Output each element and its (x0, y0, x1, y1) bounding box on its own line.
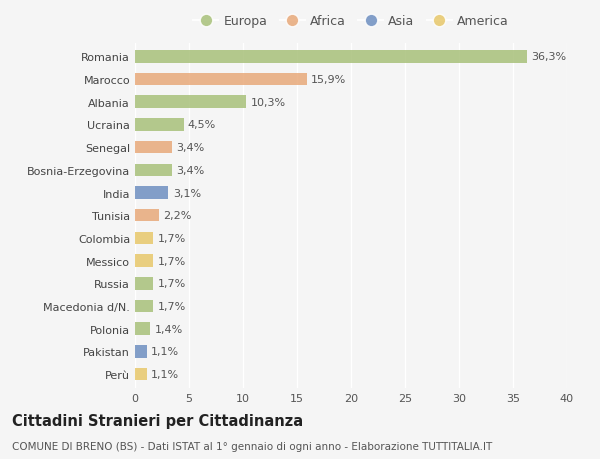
Text: 3,4%: 3,4% (176, 165, 204, 175)
Bar (135, 209, 159, 222)
Bar (135, 187, 169, 199)
Text: 10,3%: 10,3% (251, 97, 286, 107)
Legend: Europa, Africa, Asia, America: Europa, Africa, Asia, America (193, 16, 509, 28)
Text: 1,7%: 1,7% (158, 301, 186, 311)
Bar (135, 255, 154, 267)
Text: 1,7%: 1,7% (158, 256, 186, 266)
Text: 2,2%: 2,2% (163, 211, 191, 221)
Bar (135, 96, 246, 109)
Text: 36,3%: 36,3% (532, 52, 566, 62)
Bar (135, 345, 147, 358)
Text: 1,1%: 1,1% (151, 347, 179, 357)
Text: 3,1%: 3,1% (173, 188, 201, 198)
Bar (135, 51, 527, 63)
Text: 1,7%: 1,7% (158, 279, 186, 289)
Text: 1,4%: 1,4% (154, 324, 182, 334)
Text: 3,4%: 3,4% (176, 143, 204, 153)
Text: Cittadini Stranieri per Cittadinanza: Cittadini Stranieri per Cittadinanza (12, 413, 303, 428)
Bar (135, 232, 154, 245)
Text: 4,5%: 4,5% (188, 120, 216, 130)
Text: 1,7%: 1,7% (158, 233, 186, 243)
Text: 15,9%: 15,9% (311, 75, 346, 85)
Bar (135, 164, 172, 177)
Bar (135, 277, 154, 290)
Bar (135, 141, 172, 154)
Text: COMUNE DI BRENO (BS) - Dati ISTAT al 1° gennaio di ogni anno - Elaborazione TUTT: COMUNE DI BRENO (BS) - Dati ISTAT al 1° … (12, 441, 492, 451)
Text: 1,1%: 1,1% (151, 369, 179, 379)
Bar (135, 119, 184, 131)
Bar (135, 323, 150, 335)
Bar (135, 73, 307, 86)
Bar (135, 368, 147, 381)
Bar (135, 300, 154, 313)
